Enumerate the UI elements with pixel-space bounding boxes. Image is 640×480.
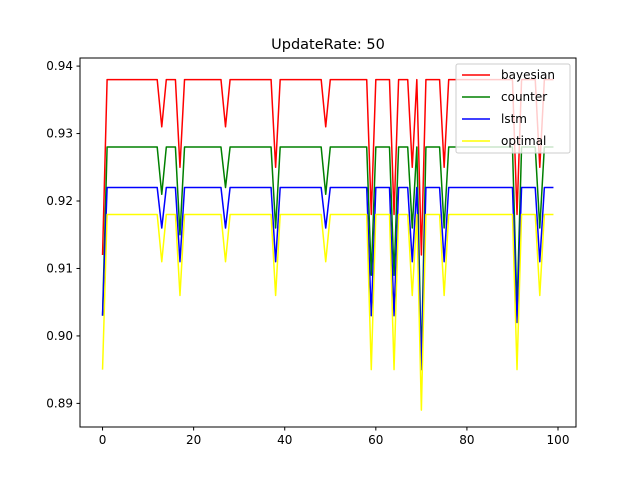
plot-frame [79,57,577,428]
y-tick-label: 0.94 [46,59,73,73]
x-tick-label: 80 [459,433,474,447]
x-tick-label: 100 [547,433,570,447]
legend-label-optimal: optimal [501,134,546,148]
legend-label-counter: counter [501,90,547,104]
x-tick-label: 60 [368,433,383,447]
axes-layer: 0 20 40 60 80 100 0.89 0.90 0.91 0.92 0.93 0.94 [46,57,577,447]
chart-title: UpdateRate: 50 [271,37,385,53]
series-line-lstm [101,186,554,371]
legend-box [455,63,571,154]
y-tick-label: 0.92 [46,194,73,208]
y-tick-label: 0.93 [46,127,73,141]
series-line-optimal [101,213,554,411]
x-tick-label: 0 [99,433,107,447]
legend-label-bayesian: bayesian [501,68,555,82]
legend: bayesian counter lstm optimal [455,63,571,154]
y-tick-label: 0.90 [46,329,73,343]
y-tick-label: 0.89 [46,396,73,410]
x-tick-label: 20 [186,433,201,447]
legend-label-lstm: lstm [501,112,527,126]
y-tick-label: 0.91 [46,261,73,275]
x-tick-label: 40 [277,433,292,447]
